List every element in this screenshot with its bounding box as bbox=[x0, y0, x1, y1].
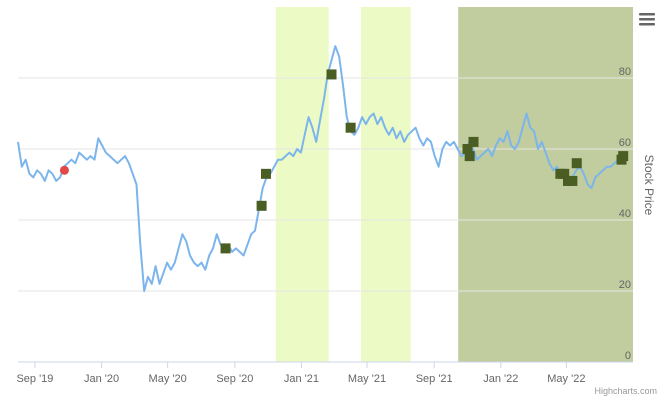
price-line bbox=[17, 45, 623, 292]
square-marker[interactable] bbox=[567, 175, 578, 186]
y-axis: 0 20 40 60 80 bbox=[619, 66, 631, 362]
square-marker[interactable] bbox=[464, 151, 475, 162]
square-marker[interactable] bbox=[345, 122, 356, 133]
square-marker[interactable] bbox=[468, 136, 479, 147]
x-tick-label: Jan '22 bbox=[483, 373, 518, 385]
x-axis: Sep '19 Jan '20 May '20 Sep '20 Jan '21 May '… bbox=[16, 362, 585, 385]
plot-band-1 bbox=[275, 7, 329, 362]
circle-marker[interactable] bbox=[59, 165, 69, 175]
square-marker[interactable] bbox=[618, 151, 629, 162]
square-marker[interactable] bbox=[559, 168, 570, 179]
y-tick-label: 0 bbox=[625, 350, 631, 362]
square-marker[interactable] bbox=[326, 69, 337, 80]
x-tick-label: Jan '20 bbox=[84, 373, 119, 385]
price-series bbox=[17, 45, 623, 292]
markers bbox=[59, 69, 629, 254]
y-tick-label: 80 bbox=[619, 66, 631, 78]
x-tick-label: May '22 bbox=[547, 373, 585, 385]
plot-band-3 bbox=[458, 7, 633, 362]
x-tick-label: May '20 bbox=[149, 373, 187, 385]
y-tick-label: 20 bbox=[619, 279, 631, 291]
hamburger-menu-icon[interactable] bbox=[637, 10, 655, 28]
x-tick-label: Jan '21 bbox=[284, 373, 319, 385]
y-tick-label: 60 bbox=[619, 137, 631, 149]
square-marker[interactable] bbox=[260, 168, 271, 179]
credits-label[interactable]: Highcharts.com bbox=[594, 386, 657, 396]
plot-bands bbox=[275, 7, 633, 362]
x-tick-label: Sep '20 bbox=[216, 373, 253, 385]
plot-band-2 bbox=[361, 7, 411, 362]
square-marker[interactable] bbox=[256, 200, 267, 211]
x-tick-label: Sep '21 bbox=[416, 373, 453, 385]
gridlines bbox=[18, 77, 633, 363]
square-marker[interactable] bbox=[571, 158, 582, 169]
y-tick-label: 40 bbox=[619, 208, 631, 220]
y-axis-title: Stock Price bbox=[642, 155, 656, 216]
x-tick-label: Sep '19 bbox=[16, 373, 53, 385]
x-tick-label: May '21 bbox=[348, 373, 386, 385]
square-marker[interactable] bbox=[220, 243, 231, 254]
square-marker[interactable] bbox=[462, 144, 473, 154]
